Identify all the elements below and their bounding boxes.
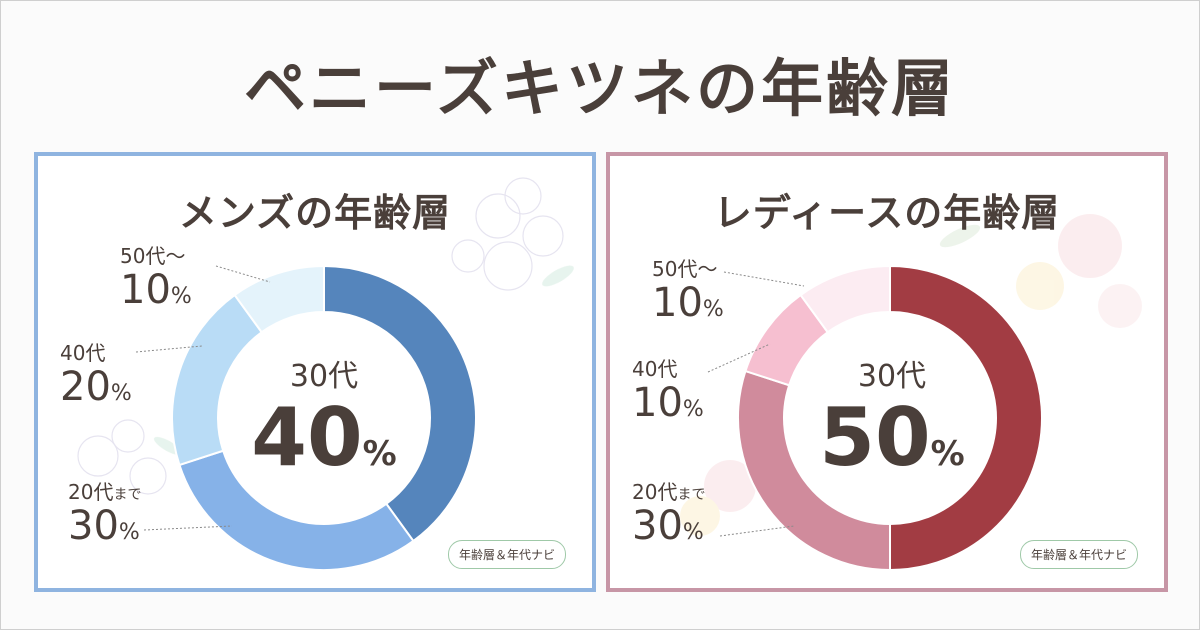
women-chart-title: レディースの年齢層 (713, 191, 1061, 235)
men-label-40s-pct: 20 (60, 364, 111, 410)
men-center-label: 30代 40% (224, 362, 424, 478)
men-label-20s: 20代まで 30% (68, 482, 141, 546)
women-label-20s: 20代まで 30% (632, 482, 705, 546)
men-label-50s-age: 50代～ (120, 244, 186, 268)
donut-slice-0 (889, 264, 1043, 572)
women-label-50s-pct: 10 (652, 280, 703, 326)
women-label-40s-unit: % (682, 397, 704, 422)
men-label-50s: 50代～ 10% (120, 246, 192, 310)
women-label-50s: 50代～ 10% (652, 259, 724, 323)
women-label-50s-unit: % (702, 297, 724, 322)
women-label-20s-pct: 30 (632, 503, 683, 549)
floral-decoration (680, 214, 1142, 536)
men-center-value: 40 (251, 391, 363, 484)
men-chart-title: メンズの年齢層 (178, 191, 452, 235)
men-label-20s-suffix: まで (113, 487, 142, 503)
women-center-age: 30代 (857, 359, 927, 394)
women-label-40s-age: 40代 (632, 357, 678, 381)
women-panel: レディースの年齢層 50代～ 10% 40代 10% 20代まで 30% 30代… (606, 152, 1168, 592)
women-label-20s-suffix: まで (677, 487, 706, 503)
women-label-20s-unit: % (682, 520, 704, 545)
men-center-age: 30代 (289, 359, 359, 394)
women-center-value: 50 (819, 391, 931, 484)
leader-line-0 (723, 271, 805, 287)
men-label-40s: 40代 20% (60, 343, 132, 407)
men-label-40s-unit: % (110, 381, 132, 406)
leader-line-2 (719, 525, 795, 537)
women-donut-chart (707, 264, 1043, 572)
men-label-40s-age: 40代 (60, 341, 106, 365)
women-label-40s: 40代 10% (632, 359, 704, 423)
leader-line-1 (707, 343, 771, 373)
men-donut-chart (135, 264, 477, 571)
leader-line-1 (135, 345, 203, 353)
women-center-label: 30代 50% (792, 362, 992, 478)
donut-slice-3 (233, 264, 325, 334)
men-label-20s-pct: 30 (68, 503, 119, 549)
donut-slice-3 (799, 264, 891, 334)
men-center-unit: % (362, 434, 397, 474)
men-label-20s-age: 20代 (68, 480, 114, 504)
main-title: ペニーズキツネの年齢層 (244, 52, 956, 125)
women-brand-badge: 年齢層＆年代ナビ (1020, 540, 1139, 569)
men-panel: メンズの年齢層 50代～ 10% 40代 20% 20代まで 30% 30代 4… (34, 152, 596, 592)
women-label-40s-pct: 10 (632, 380, 683, 426)
leader-line-2 (143, 525, 233, 531)
women-center-unit: % (930, 434, 965, 474)
women-label-50s-age: 50代～ (652, 257, 718, 281)
leader-line-0 (215, 265, 271, 283)
men-label-20s-unit: % (118, 520, 140, 545)
men-brand-badge: 年齢層＆年代ナビ (448, 540, 567, 569)
men-label-50s-unit: % (170, 284, 192, 309)
men-label-50s-pct: 10 (120, 267, 171, 313)
donut-slice-0 (323, 264, 477, 543)
women-label-20s-age: 20代 (632, 480, 678, 504)
